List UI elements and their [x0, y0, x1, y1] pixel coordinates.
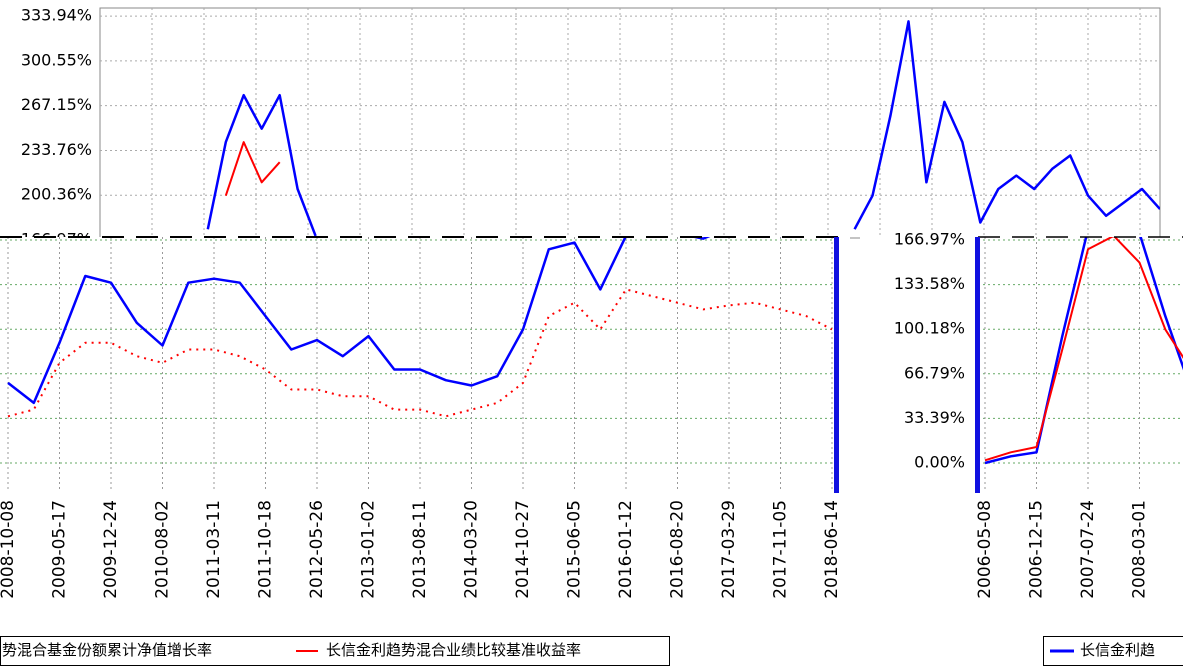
x-tick-label: 2011-03-11	[204, 500, 224, 599]
legend-label: 长信金利趋	[1080, 641, 1155, 659]
plot	[978, 237, 1183, 492]
x-tick-label: 2017-03-29	[719, 500, 739, 599]
y-tick-label: 133.58%	[894, 274, 965, 293]
y-tick-label: 166.97%	[894, 229, 965, 248]
x-tick-label: 2011-10-18	[256, 500, 276, 599]
legend-label: 长信金利趋势混合业绩比较基准收益率	[326, 641, 581, 659]
series-line	[984, 237, 1183, 465]
x-tick-label: 2016-08-20	[668, 500, 688, 599]
x-tick-label: 2010-08-02	[153, 500, 173, 599]
x-tick-label: 2009-12-24	[101, 500, 121, 599]
axis-bar	[834, 237, 839, 493]
x-tick-label: 2006-12-15	[1027, 500, 1047, 599]
y-tick-label: 333.94%	[21, 6, 92, 25]
x-tick-label: 2008-10-08	[1181, 500, 1183, 599]
panel	[0, 237, 850, 668]
x-tick-label: 2017-11-05	[771, 500, 791, 599]
series-line	[7, 237, 782, 405]
x-tick-label: 2008-10-08	[0, 500, 18, 599]
y-tick-label: 100.18%	[894, 319, 965, 338]
x-tick-label: 2012-05-26	[307, 500, 327, 599]
x-tick-label: 2007-07-24	[1078, 500, 1098, 599]
y-tick-label: 267.15%	[21, 95, 92, 114]
y-tick-label: 66.79%	[904, 363, 965, 382]
x-tick-label: 2008-03-01	[1130, 500, 1150, 599]
y-tick-label: 0.00%	[914, 453, 965, 472]
plot	[100, 8, 1160, 238]
panel	[860, 237, 1183, 668]
x-tick-label: 2018-06-14	[822, 500, 842, 599]
series-line	[206, 20, 1160, 237]
legend	[0, 636, 670, 666]
plot-area	[99, 7, 1161, 239]
x-tick-label: 2013-08-11	[410, 500, 430, 599]
y-tick-label: 33.39%	[904, 408, 965, 427]
axis-bar	[975, 237, 980, 493]
x-tick-label: 2013-01-02	[359, 500, 379, 599]
x-tick-label: 2016-01-12	[616, 500, 636, 599]
labels: 166.97% 133.58% 100.18% 66.79% 33.39% 0.00%	[894, 229, 965, 472]
legend-label: 势混合基金份额累计净值增长率	[2, 641, 212, 659]
y-tick-label: 300.55%	[21, 50, 92, 69]
series-line	[984, 237, 1183, 462]
x-tick-label: 2015-06-05	[565, 500, 585, 599]
x-tick-label: 2006-05-08	[975, 500, 995, 599]
plot	[0, 237, 838, 492]
x-tick-label: 2014-10-27	[513, 500, 533, 599]
x-tick-label: 2014-03-20	[462, 500, 482, 599]
x-tick-label: 2009-05-17	[50, 500, 70, 599]
y-tick-label: 200.36%	[21, 185, 92, 204]
series-line	[7, 288, 833, 418]
y-tick-label: 233.76%	[21, 140, 92, 159]
